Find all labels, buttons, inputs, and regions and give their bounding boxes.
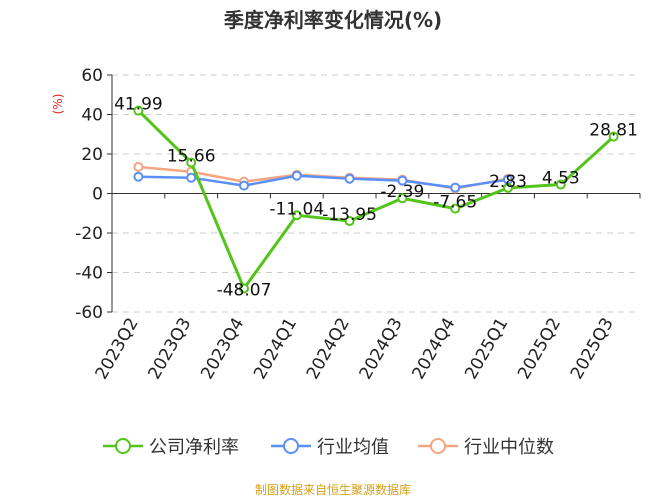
data-label: 41.99 [114,95,163,115]
data-point [450,203,461,214]
legend-label: 行业均值 [317,437,389,458]
x-tick-label: 2025Q3 [567,315,618,383]
y-tick-label: -20 [75,224,103,244]
data-label: 2.83 [489,172,527,192]
x-tick-label: 2024Q4 [408,315,459,383]
series-line [137,109,615,290]
x-tick-label: 2023Q4 [197,315,248,383]
data-point [239,283,249,294]
data-point [291,210,302,221]
data-point [133,171,144,182]
data-point [186,157,197,168]
legend-item: 行业中位数 [418,437,554,458]
data-label: 4.53 [542,169,580,189]
data-label: -7.65 [433,193,477,213]
data-label: -48.07 [217,280,272,300]
series-1 [133,170,513,193]
data-label-layer: 41.99 15.66 -48.07 -11.04-13.95-2.39 -7.65 2.… [114,95,638,301]
data-point [608,131,619,142]
data-label: -13.95 [322,205,377,225]
data-point [503,182,513,193]
y-axis-unit: (%) [51,94,65,115]
data-point [186,172,197,183]
series-line [138,174,509,189]
data-point [397,193,408,204]
x-tick-label: 2024Q2 [303,315,354,383]
data-label: -2.39 [380,182,424,202]
y-tick-label: 40 [81,106,103,126]
data-point [291,170,302,181]
legend: 公司净利率 行业均值 行业中位数 [103,437,554,458]
legend-label: 公司净利率 [149,437,239,458]
legend-marker [115,438,131,454]
data-point [133,105,144,116]
y-tick-label: 60 [81,66,103,86]
y-tick-label: -60 [75,303,103,323]
y-tick-label: -40 [75,264,103,284]
data-point [344,216,355,227]
x-tick-label: 2025Q2 [514,315,565,383]
data-point [344,173,355,184]
data-label: 15.66 [167,147,216,167]
data-label: -11.04 [269,199,324,219]
series-layer [133,105,619,294]
x-tick-label: 2023Q3 [144,315,195,383]
data-point [239,180,249,191]
legend-label: 行业中位数 [464,437,554,458]
x-tick-label: 2025Q1 [461,315,512,383]
data-label: 28.81 [589,121,638,141]
series-0 [133,105,619,294]
legend-item: 公司净利率 [103,437,239,458]
data-point [397,175,408,186]
data-point [450,182,461,193]
chart-title: 季度净利率变化情况(%) [223,8,442,32]
x-tick-label: 2024Q1 [250,315,301,383]
legend-marker [283,438,299,454]
source-note: 制图数据来自恒生聚源数据库 [255,482,411,497]
y-tick-label: 0 [92,185,103,205]
legend-item: 行业均值 [271,437,389,458]
x-tick-label: 2023Q2 [92,315,143,383]
y-tick-label: 20 [81,145,103,165]
x-tick-label: 2024Q3 [356,315,407,383]
legend-marker [430,438,446,454]
data-point [555,179,566,190]
data-point [133,161,144,172]
